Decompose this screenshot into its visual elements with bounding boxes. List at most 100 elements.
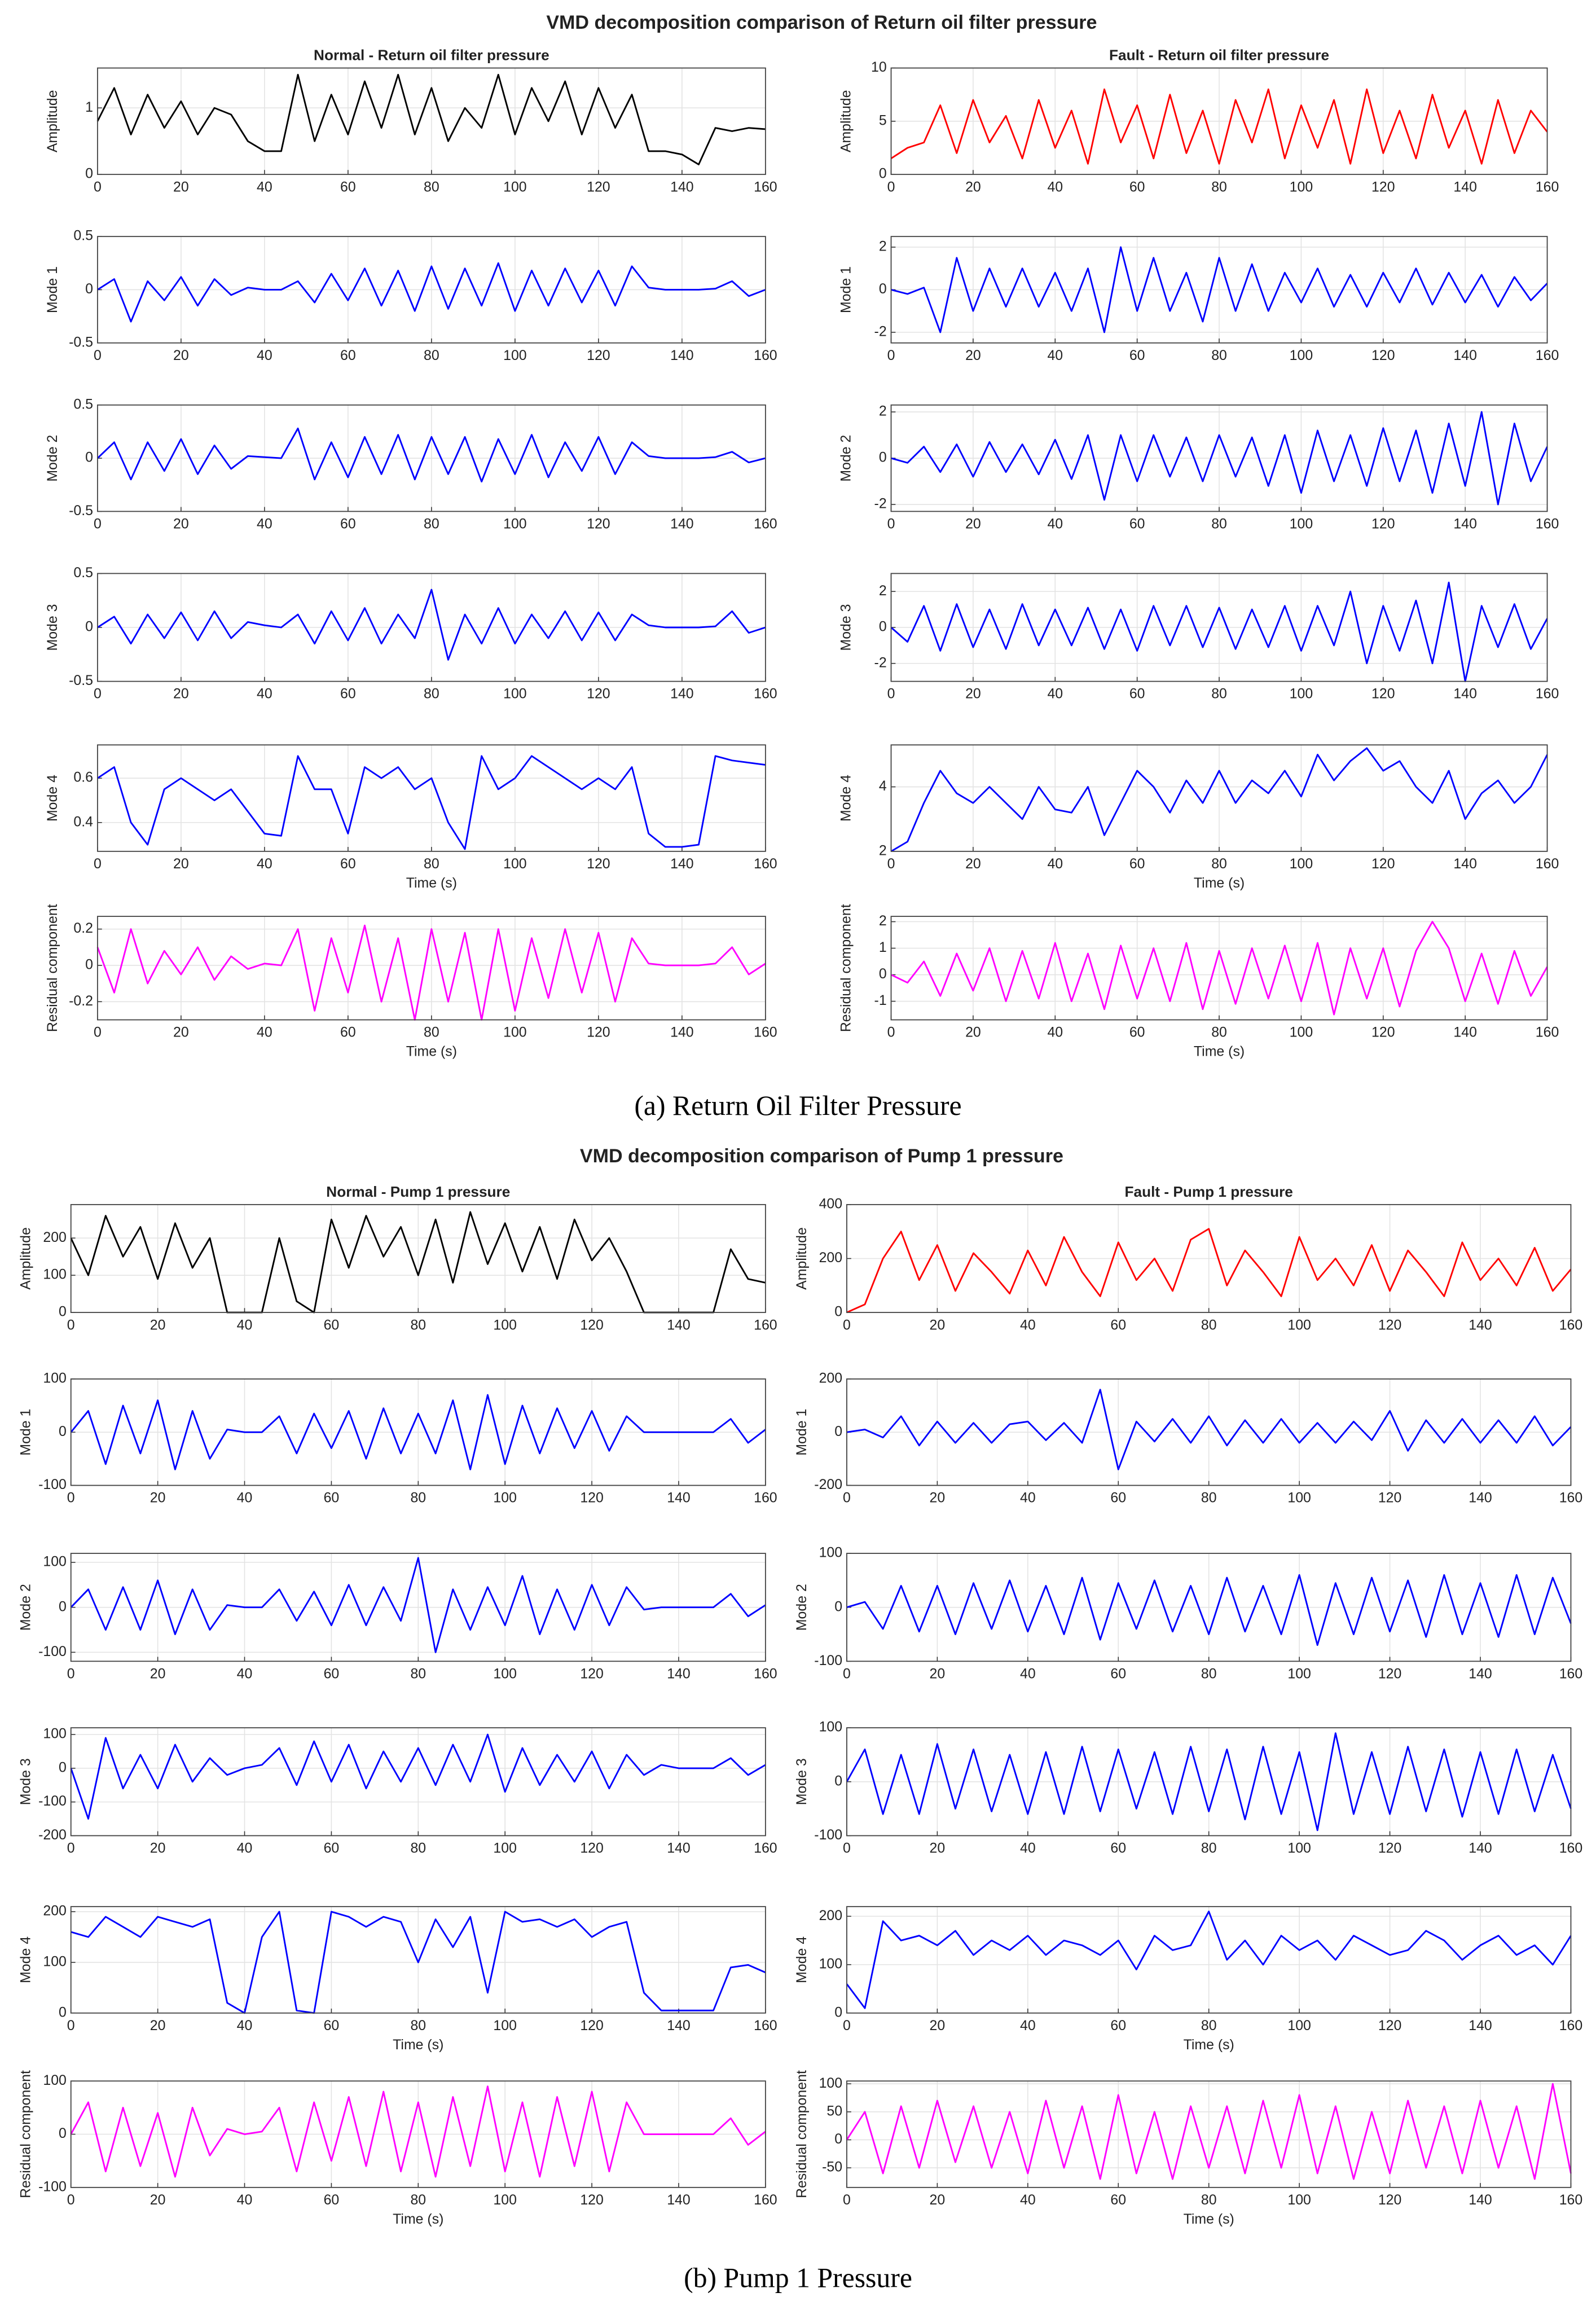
x-tick-label: 160 xyxy=(1536,686,1559,702)
axes-frame xyxy=(846,2080,1572,2188)
y-axis-label: Residual component xyxy=(18,2070,34,2198)
y-tick-label: -0.5 xyxy=(69,503,93,519)
x-tick-label: 0 xyxy=(67,1490,75,1506)
x-tick-label: 80 xyxy=(1201,1317,1217,1333)
x-tick-label: 100 xyxy=(1290,1025,1313,1040)
x-axis-label: Time (s) xyxy=(406,875,457,891)
x-tick-label: 120 xyxy=(1371,686,1395,702)
y-axis-label: Mode 2 xyxy=(45,435,60,482)
x-tick-label: 160 xyxy=(754,2192,777,2208)
x-tick-label: 100 xyxy=(1287,1317,1311,1333)
x-tick-label: 160 xyxy=(1559,1490,1583,1506)
x-tick-label: 0 xyxy=(94,686,102,702)
x-tick-label: 80 xyxy=(424,348,439,363)
y-axis-label: Mode 3 xyxy=(45,604,60,651)
y-axis-label: Mode 4 xyxy=(45,775,60,822)
x-tick-label: 140 xyxy=(667,1841,691,1856)
x-axis-label: Time (s) xyxy=(1194,1044,1245,1060)
x-tick-label: 140 xyxy=(670,856,694,872)
x-tick-label: 140 xyxy=(1453,856,1477,872)
x-tick-label: 20 xyxy=(150,1317,166,1333)
x-tick-label: 40 xyxy=(257,686,272,702)
x-tick-label: 20 xyxy=(930,1841,946,1856)
x-tick-label: 160 xyxy=(1536,179,1559,195)
y-tick-label: 0 xyxy=(879,281,887,297)
x-tick-label: 20 xyxy=(965,1025,981,1040)
x-tick-label: 120 xyxy=(1371,179,1395,195)
x-tick-label: 60 xyxy=(1129,348,1145,363)
x-tick-label: 100 xyxy=(503,856,527,872)
y-tick-label: 0.6 xyxy=(73,770,93,785)
axes-frame xyxy=(890,573,1548,682)
y-tick-label: 4 xyxy=(879,778,887,794)
x-tick-label: 140 xyxy=(670,686,694,702)
x-tick-label: 40 xyxy=(1020,1841,1036,1856)
x-tick-label: 20 xyxy=(150,2018,166,2033)
y-tick-label: 2 xyxy=(879,842,887,858)
y-tick-label: -200 xyxy=(38,1827,67,1843)
signal-line xyxy=(97,588,766,661)
x-tick-label: 40 xyxy=(1020,1490,1036,1506)
subplot: 0 20 40 60 80 100 120 140 160 0 100 200 Normal - Pum… xyxy=(18,1183,777,1333)
x-tick-label: 0 xyxy=(887,179,895,195)
x-tick-label: 80 xyxy=(1211,516,1227,532)
y-tick-label: -1 xyxy=(874,992,887,1008)
signal-line xyxy=(890,747,1548,853)
x-tick-label: 160 xyxy=(754,348,777,363)
x-tick-label: 80 xyxy=(1201,1666,1217,1681)
signal-line xyxy=(846,1228,1572,1314)
x-axis-label: Time (s) xyxy=(393,2211,443,2227)
y-tick-label: -100 xyxy=(38,1793,67,1809)
y-tick-label: 0 xyxy=(85,166,93,182)
x-tick-label: 80 xyxy=(424,686,439,702)
subplot: 0 20 40 60 80 100 120 140 160 -50 0 50 100 Time (s) Re… xyxy=(794,2070,1582,2227)
x-tick-label: 80 xyxy=(1201,1841,1217,1856)
signal-line xyxy=(70,1394,766,1470)
y-tick-label: 100 xyxy=(819,1956,843,1972)
x-tick-label: 60 xyxy=(1110,2192,1126,2208)
y-tick-label: 0 xyxy=(879,966,887,982)
x-tick-label: 40 xyxy=(237,1841,253,1856)
x-tick-label: 160 xyxy=(1536,348,1559,363)
x-tick-label: 40 xyxy=(257,516,272,532)
y-tick-label: 0 xyxy=(834,1304,842,1320)
signal-line xyxy=(70,1557,766,1653)
x-tick-label: 100 xyxy=(503,1025,527,1040)
subplot: 0 20 40 60 80 100 120 140 160 -0.2 0 0.2 Time (s) Res… xyxy=(45,904,777,1059)
x-tick-label: 80 xyxy=(410,2018,426,2033)
x-tick-label: 160 xyxy=(1536,1025,1559,1040)
x-tick-label: 80 xyxy=(424,856,439,872)
x-tick-label: 100 xyxy=(1290,516,1313,532)
x-tick-label: 160 xyxy=(1559,1841,1583,1856)
x-tick-label: 100 xyxy=(503,179,527,195)
signal-line xyxy=(846,1389,1572,1470)
x-tick-label: 120 xyxy=(580,2192,604,2208)
x-tick-label: 140 xyxy=(1453,516,1477,532)
x-tick-label: 60 xyxy=(324,2018,340,2033)
x-tick-label: 60 xyxy=(340,1025,356,1040)
axes-frame xyxy=(70,1204,766,1314)
x-tick-label: 120 xyxy=(1371,856,1395,872)
y-tick-label: -0.5 xyxy=(69,673,93,688)
x-tick-label: 60 xyxy=(1110,2018,1126,2033)
y-tick-label: 0 xyxy=(59,1759,67,1775)
axes-frame xyxy=(846,1378,1572,1486)
y-tick-label: -2 xyxy=(874,496,887,512)
x-axis-label: Time (s) xyxy=(406,1044,457,1060)
y-tick-label: 100 xyxy=(43,1726,67,1742)
x-tick-label: 20 xyxy=(173,856,189,872)
x-tick-label: 140 xyxy=(1453,686,1477,702)
signal-line xyxy=(96,73,766,165)
x-tick-label: 160 xyxy=(1559,1666,1583,1681)
signal-line xyxy=(890,88,1548,165)
x-tick-label: 40 xyxy=(1047,686,1063,702)
axes-frame xyxy=(846,1727,1572,1837)
x-tick-label: 140 xyxy=(667,2018,691,2033)
y-tick-label: 100 xyxy=(819,2075,843,2091)
x-tick-label: 20 xyxy=(173,179,189,195)
subplot-title: Fault - Pump 1 pressure xyxy=(1125,1183,1293,1200)
y-tick-label: 100 xyxy=(43,1953,67,1969)
signal-line xyxy=(97,262,766,323)
